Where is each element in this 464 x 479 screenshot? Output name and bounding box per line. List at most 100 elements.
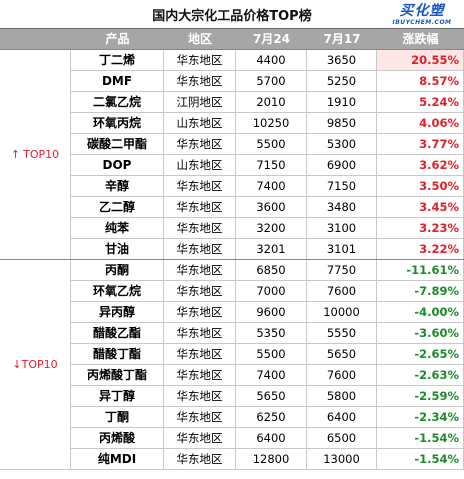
price-jul24-cell: 3201 — [236, 239, 307, 260]
price-jul17-cell: 5550 — [307, 323, 377, 344]
group-label-text: TOP10 — [23, 148, 60, 161]
region-cell: 山东地区 — [164, 113, 236, 134]
table-row: 甘油 华东地区 3201 3101 3.22% — [71, 239, 464, 260]
change-cell: -4.00% — [377, 302, 464, 323]
product-cell: 醋酸乙酯 — [71, 323, 164, 344]
region-cell: 华东地区 — [164, 197, 236, 218]
price-jul17-cell: 10000 — [307, 302, 377, 323]
column-header-jul17: 7月17 — [323, 32, 361, 46]
table-row: 二氯乙烷 江阴地区 2010 1910 5.24% — [71, 92, 464, 113]
price-jul24-cell: 7150 — [236, 155, 307, 176]
product-cell: 环氧丙烷 — [71, 113, 164, 134]
column-header-product: 产品 — [105, 32, 130, 46]
change-cell: 3.45% — [377, 197, 464, 218]
change-cell: 3.62% — [377, 155, 464, 176]
region-cell: 华东地区 — [164, 50, 236, 71]
price-jul24-cell: 9600 — [236, 302, 307, 323]
region-cell: 华东地区 — [164, 239, 236, 260]
price-jul17-cell: 7600 — [307, 365, 377, 386]
change-cell: -7.89% — [377, 281, 464, 302]
change-cell: 8.57% — [377, 71, 464, 92]
table-row: 丁酮 华东地区 6250 6400 -2.34% — [71, 407, 464, 428]
table-row: 丙酮 华东地区 6850 7750 -11.61% — [71, 260, 464, 281]
change-cell: 20.55% — [377, 50, 464, 71]
change-cell: -11.61% — [377, 260, 464, 281]
table-row: 辛醇 华东地区 7400 7150 3.50% — [71, 176, 464, 197]
price-jul17-cell: 7150 — [307, 176, 377, 197]
arrow-down-icon: ↓ — [12, 358, 22, 371]
column-header-change: 涨跌幅 — [402, 32, 439, 46]
change-cell: -2.63% — [377, 365, 464, 386]
change-cell: 4.06% — [377, 113, 464, 134]
price-jul17-cell: 3100 — [307, 218, 377, 239]
region-cell: 华东地区 — [164, 365, 236, 386]
region-cell: 华东地区 — [164, 134, 236, 155]
title-bar: 国内大宗化工品价格TOP榜 买化塑 IBUYCHEM.COM — [0, 0, 464, 28]
group-label-text: TOP10 — [21, 358, 58, 371]
change-cell: -1.54% — [377, 449, 464, 470]
table-row: 丙烯酸丁酯 华东地区 7400 7600 -2.63% — [71, 365, 464, 386]
price-jul17-cell: 5650 — [307, 344, 377, 365]
table-row: 异丙醇 华东地区 9600 10000 -4.00% — [71, 302, 464, 323]
product-cell: 丙烯酸丁酯 — [71, 365, 164, 386]
column-header-region: 地区 — [187, 32, 212, 46]
table-row: 环氧丙烷 山东地区 10250 9850 4.06% — [71, 113, 464, 134]
product-cell: 醋酸丁酯 — [71, 344, 164, 365]
region-cell: 华东地区 — [164, 71, 236, 92]
region-cell: 华东地区 — [164, 281, 236, 302]
product-cell: 异丁醇 — [71, 386, 164, 407]
region-cell: 华东地区 — [164, 302, 236, 323]
header-divider — [0, 49, 464, 50]
change-cell: 3.50% — [377, 176, 464, 197]
column-header-jul24: 7月24 — [252, 32, 291, 46]
product-cell: 辛醇 — [71, 176, 164, 197]
change-cell: -2.34% — [377, 407, 464, 428]
price-jul24-cell: 5500 — [236, 344, 307, 365]
logo-main-text: 买化塑 — [399, 3, 445, 19]
product-cell: 丙酮 — [71, 260, 164, 281]
table-row: 纯MDI 华东地区 12800 13000 -1.54% — [71, 449, 464, 470]
change-cell: -3.60% — [377, 323, 464, 344]
table-row: DOP 山东地区 7150 6900 3.62% — [71, 155, 464, 176]
price-jul17-cell: 7750 — [307, 260, 377, 281]
region-cell: 江阴地区 — [164, 92, 236, 113]
logo: 买化塑 IBUYCHEM.COM — [382, 3, 462, 27]
price-jul24-cell: 7400 — [236, 365, 307, 386]
price-jul17-cell: 13000 — [307, 449, 377, 470]
region-cell: 华东地区 — [164, 176, 236, 197]
table-row: 碳酸二甲酯 华东地区 5500 5300 3.77% — [71, 134, 464, 155]
price-jul17-cell: 5800 — [307, 386, 377, 407]
region-cell: 华东地区 — [164, 386, 236, 407]
price-jul24-cell: 5500 — [236, 134, 307, 155]
table-row: 丁二烯 华东地区 4400 3650 20.55% — [71, 50, 464, 71]
table-row: 醋酸乙酯 华东地区 5350 5550 -3.60% — [71, 323, 464, 344]
table-row: 丙烯酸 华东地区 6400 6500 -1.54% — [71, 428, 464, 449]
product-cell: 丙烯酸 — [71, 428, 164, 449]
region-cell: 华东地区 — [164, 323, 236, 344]
price-jul24-cell: 6250 — [236, 407, 307, 428]
region-cell: 华东地区 — [164, 449, 236, 470]
price-jul24-cell: 3600 — [236, 197, 307, 218]
region-cell: 华东地区 — [164, 428, 236, 449]
product-cell: DOP — [71, 155, 164, 176]
change-cell: -1.54% — [377, 428, 464, 449]
table-row: DMF 华东地区 5700 5250 8.57% — [71, 71, 464, 92]
group-divider — [0, 259, 464, 260]
region-cell: 华东地区 — [164, 407, 236, 428]
price-jul24-cell: 4400 — [236, 50, 307, 71]
price-jul24-cell: 5700 — [236, 71, 307, 92]
arrow-up-icon: ↑ — [10, 148, 21, 161]
product-cell: 纯MDI — [71, 449, 164, 470]
price-jul17-cell: 3650 — [307, 50, 377, 71]
price-jul17-cell: 7600 — [307, 281, 377, 302]
price-jul24-cell: 6400 — [236, 428, 307, 449]
table-row: 纯苯 华东地区 3200 3100 3.23% — [71, 218, 464, 239]
price-jul24-cell: 12800 — [236, 449, 307, 470]
price-jul24-cell: 10250 — [236, 113, 307, 134]
price-jul24-cell: 6850 — [236, 260, 307, 281]
page-title: 国内大宗化工品价格TOP榜 — [152, 9, 312, 24]
logo-sub-text: IBUYCHEM.COM — [392, 19, 452, 26]
product-cell: 碳酸二甲酯 — [71, 134, 164, 155]
change-cell: 5.24% — [377, 92, 464, 113]
price-jul17-cell: 3480 — [307, 197, 377, 218]
